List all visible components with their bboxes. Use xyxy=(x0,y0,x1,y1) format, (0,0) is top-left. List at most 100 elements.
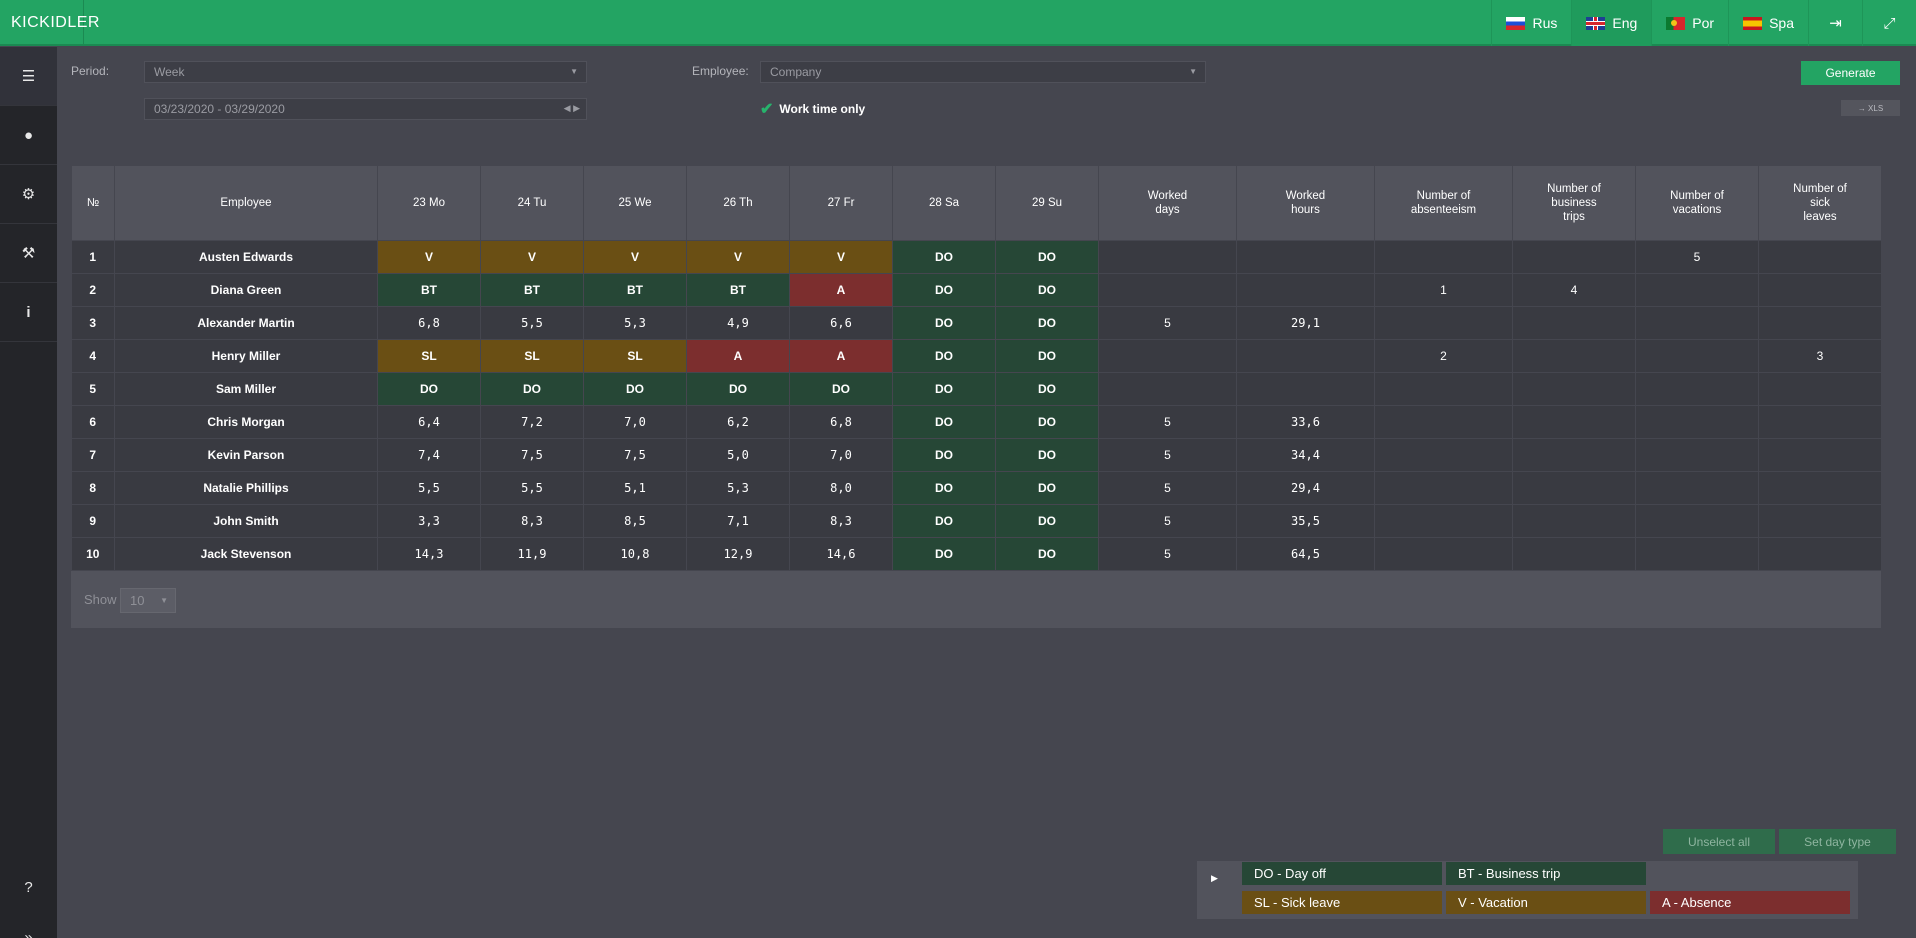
worked-hours-cell[interactable] xyxy=(1236,339,1375,373)
day-cell[interactable]: 4,9 xyxy=(686,306,790,340)
day-cell[interactable]: DO xyxy=(892,240,996,274)
worked-hours-cell[interactable]: 33,6 xyxy=(1236,405,1375,439)
help-icon[interactable]: ? xyxy=(24,878,33,896)
worked-hours-cell[interactable]: 29,4 xyxy=(1236,471,1375,505)
day-cell[interactable]: 12,9 xyxy=(686,537,790,571)
business-trips-cell[interactable] xyxy=(1512,438,1636,472)
row-number[interactable]: 10 xyxy=(71,537,115,571)
vacations-cell[interactable] xyxy=(1635,339,1759,373)
play-icon[interactable]: ▶ xyxy=(1211,873,1218,883)
day-cell[interactable]: 11,9 xyxy=(480,537,584,571)
table-row[interactable]: 8 Natalie Phillips 5,5 5,5 5,1 5,3 8,0 DO DO 5 29,… xyxy=(71,471,1882,505)
table-row[interactable]: 9 John Smith 3,3 8,3 8,5 7,1 8,3 DO DO 5 35,5 xyxy=(71,504,1882,538)
day-cell[interactable]: DO xyxy=(377,372,481,406)
worked-hours-cell[interactable] xyxy=(1236,372,1375,406)
vacations-cell[interactable] xyxy=(1635,405,1759,439)
day-cell[interactable]: A xyxy=(789,273,893,307)
worked-hours-cell[interactable]: 35,5 xyxy=(1236,504,1375,538)
lang-por[interactable]: Por xyxy=(1651,0,1728,46)
row-number[interactable]: 8 xyxy=(71,471,115,505)
list-icon[interactable]: ☰ xyxy=(0,47,57,106)
sick-leaves-cell[interactable] xyxy=(1758,471,1882,505)
export-xls-button[interactable]: → XLS xyxy=(1841,100,1900,116)
column-header[interactable]: 28 Sa xyxy=(892,165,996,241)
day-cell[interactable]: 14,6 xyxy=(789,537,893,571)
day-cell[interactable]: BT xyxy=(480,273,584,307)
day-cell[interactable]: 7,5 xyxy=(583,438,687,472)
day-cell[interactable]: 6,8 xyxy=(377,306,481,340)
vacations-cell[interactable] xyxy=(1635,372,1759,406)
employee-name-cell[interactable]: Natalie Phillips xyxy=(114,471,378,505)
day-cell[interactable]: 8,3 xyxy=(789,504,893,538)
worked-days-cell[interactable]: 5 xyxy=(1098,537,1237,571)
column-header[interactable]: Employee xyxy=(114,165,378,241)
business-trips-cell[interactable] xyxy=(1512,372,1636,406)
wrench-icon[interactable]: ⚒ xyxy=(0,224,57,283)
worked-days-cell[interactable]: 5 xyxy=(1098,438,1237,472)
day-cell[interactable]: BT xyxy=(583,273,687,307)
worked-hours-cell[interactable]: 34,4 xyxy=(1236,438,1375,472)
day-cell[interactable]: BT xyxy=(377,273,481,307)
day-cell[interactable]: 7,4 xyxy=(377,438,481,472)
vacations-cell[interactable] xyxy=(1635,273,1759,307)
vacations-cell[interactable] xyxy=(1635,471,1759,505)
user-icon[interactable]: ● xyxy=(0,106,57,165)
day-cell[interactable]: 5,0 xyxy=(686,438,790,472)
row-number[interactable]: 7 xyxy=(71,438,115,472)
day-cell[interactable]: DO xyxy=(995,504,1099,538)
day-cell[interactable]: DO xyxy=(480,372,584,406)
employee-name-cell[interactable]: Sam Miller xyxy=(114,372,378,406)
absenteeism-cell[interactable] xyxy=(1374,306,1513,340)
vacations-cell[interactable] xyxy=(1635,438,1759,472)
vacations-cell[interactable] xyxy=(1635,537,1759,571)
table-row[interactable]: 6 Chris Morgan 6,4 7,2 7,0 6,2 6,8 DO DO 5 33,6 xyxy=(71,405,1882,439)
day-cell[interactable]: SL xyxy=(583,339,687,373)
worked-days-cell[interactable] xyxy=(1098,273,1237,307)
absenteeism-cell[interactable] xyxy=(1374,405,1513,439)
business-trips-cell[interactable] xyxy=(1512,504,1636,538)
vacations-cell[interactable] xyxy=(1635,504,1759,538)
expand-sidebar-icon[interactable]: » xyxy=(24,928,33,938)
generate-button[interactable]: Generate xyxy=(1801,61,1900,85)
day-cell[interactable]: 8,5 xyxy=(583,504,687,538)
worked-hours-cell[interactable] xyxy=(1236,273,1375,307)
day-cell[interactable]: DO xyxy=(892,405,996,439)
day-cell[interactable]: DO xyxy=(995,273,1099,307)
day-cell[interactable]: DO xyxy=(789,372,893,406)
gears-icon[interactable]: ⚙ xyxy=(0,165,57,224)
absenteeism-cell[interactable]: 2 xyxy=(1374,339,1513,373)
vacations-cell[interactable] xyxy=(1635,306,1759,340)
sick-leaves-cell[interactable] xyxy=(1758,537,1882,571)
info-icon[interactable]: i xyxy=(0,283,57,342)
employee-name-cell[interactable]: Henry Miller xyxy=(114,339,378,373)
sick-leaves-cell[interactable] xyxy=(1758,504,1882,538)
date-range-field[interactable]: 03/23/2020 - 03/29/2020 ◀ ▶ xyxy=(144,98,587,120)
column-header[interactable]: 29 Su xyxy=(995,165,1099,241)
day-cell[interactable]: 7,5 xyxy=(480,438,584,472)
absenteeism-cell[interactable]: 1 xyxy=(1374,273,1513,307)
business-trips-cell[interactable] xyxy=(1512,339,1636,373)
set-day-type-button[interactable]: Set day type xyxy=(1779,829,1896,854)
day-cell[interactable]: V xyxy=(377,240,481,274)
business-trips-cell[interactable] xyxy=(1512,471,1636,505)
day-cell[interactable]: 5,5 xyxy=(377,471,481,505)
business-trips-cell[interactable] xyxy=(1512,405,1636,439)
table-row[interactable]: 7 Kevin Parson 7,4 7,5 7,5 5,0 7,0 DO DO 5 34,4 xyxy=(71,438,1882,472)
day-cell[interactable]: DO xyxy=(995,306,1099,340)
column-header[interactable]: Number of sick leaves xyxy=(1758,165,1882,241)
day-cell[interactable]: 14,3 xyxy=(377,537,481,571)
day-cell[interactable]: 5,5 xyxy=(480,306,584,340)
day-cell[interactable]: DO xyxy=(995,537,1099,571)
table-row[interactable]: 5 Sam Miller DO DO DO DO DO DO DO xyxy=(71,372,1882,406)
legend-absence[interactable]: A - Absence xyxy=(1650,891,1850,914)
day-cell[interactable]: 7,0 xyxy=(583,405,687,439)
expand-icon[interactable]: ⤢ xyxy=(1862,0,1916,46)
day-cell[interactable]: 7,1 xyxy=(686,504,790,538)
row-number[interactable]: 9 xyxy=(71,504,115,538)
table-row[interactable]: 3 Alexander Martin 6,8 5,5 5,3 4,9 6,6 DO DO 5 29,… xyxy=(71,306,1882,340)
sick-leaves-cell[interactable]: 3 xyxy=(1758,339,1882,373)
day-cell[interactable]: V xyxy=(789,240,893,274)
period-select[interactable]: Week ▼ xyxy=(144,61,587,83)
day-cell[interactable]: 6,2 xyxy=(686,405,790,439)
absenteeism-cell[interactable] xyxy=(1374,471,1513,505)
